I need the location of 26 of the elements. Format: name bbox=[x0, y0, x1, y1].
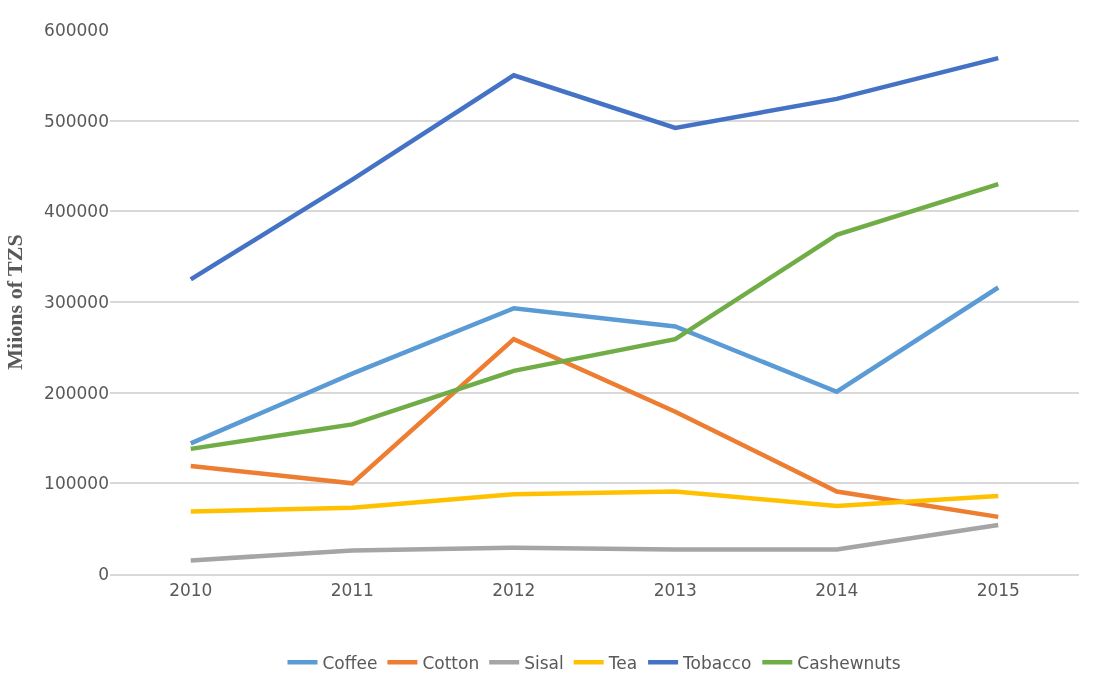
x-tick-label: 2015 bbox=[976, 580, 1020, 601]
y-tick-label: 400000 bbox=[44, 201, 109, 222]
line-series bbox=[188, 522, 1001, 563]
y-tick-label: 100000 bbox=[44, 473, 109, 494]
legend-label: Coffee bbox=[322, 652, 378, 673]
y-tick-label: 500000 bbox=[44, 110, 109, 131]
x-tick-label: 2010 bbox=[169, 580, 213, 601]
legend-label: Tea bbox=[607, 652, 638, 673]
line-series bbox=[188, 55, 1001, 282]
y-axis-title: Miions of TZS bbox=[1, 234, 27, 370]
y-tick-label: 200000 bbox=[44, 382, 109, 403]
line-series bbox=[188, 336, 1001, 520]
y-tick-label: 600000 bbox=[44, 19, 109, 40]
x-tick-label: 2014 bbox=[815, 580, 859, 601]
line-series bbox=[188, 285, 1001, 446]
y-tick-label: 0 bbox=[98, 563, 109, 584]
legend-label: Cotton bbox=[422, 652, 480, 673]
legend-label: Tobacco bbox=[682, 652, 752, 673]
legend-label: Cashewnuts bbox=[797, 652, 901, 673]
legend-label: Sisal bbox=[524, 652, 564, 673]
x-tick-label: 2011 bbox=[330, 580, 374, 601]
x-tick-label: 2012 bbox=[492, 580, 536, 601]
line-series bbox=[188, 181, 1001, 452]
line-series bbox=[188, 489, 1001, 514]
x-tick-label: 2013 bbox=[653, 580, 697, 601]
y-tick-label: 300000 bbox=[44, 291, 109, 312]
